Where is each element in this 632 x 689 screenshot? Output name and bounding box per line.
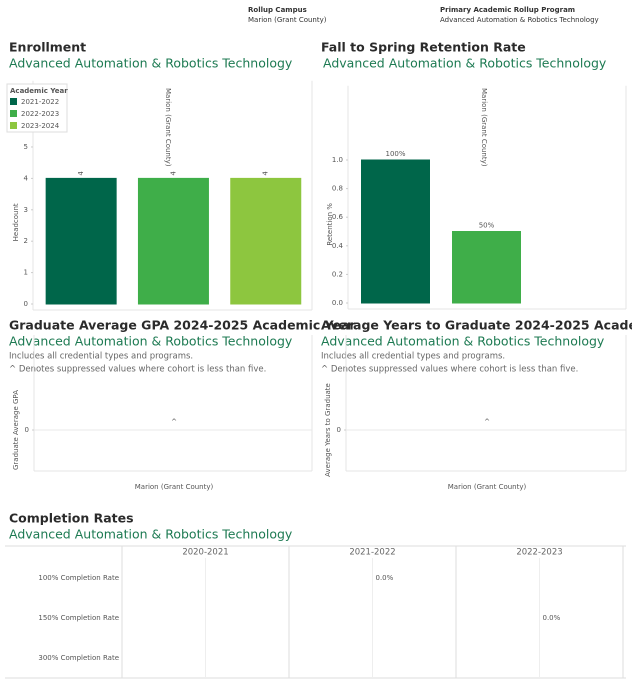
annotation: ^ [484,418,490,426]
y-tick-label: 3 [24,206,28,214]
value-label: 50% [479,222,495,230]
chart-note: Includes all credential types and progra… [9,352,193,362]
y-tick-label: 0.2 [332,270,343,278]
value-label: 4 [262,171,270,176]
value-label: 0.0% [543,614,561,622]
chart-subtitle: Advanced Automation & Robotics Technolog… [323,56,607,71]
chart-title: Enrollment [9,40,86,55]
program-label: Primary Academic Rollup Program [440,6,575,14]
annotation: ^ [171,418,177,426]
legend-swatch [10,122,17,129]
column-header: Marion (Grant County) [164,88,172,167]
legend-label: 2023-2024 [21,122,60,130]
chart-title: Completion Rates [9,511,134,526]
chart-title: Average Years to Graduate 2024-2025 Acad… [321,318,632,333]
column-header: 2021-2022 [349,548,395,558]
chart-subtitle: Advanced Automation & Robotics Technolog… [9,56,293,71]
y-tick-label: 0.0 [332,299,343,307]
y-tick-label: 5 [24,143,28,151]
bar [230,177,302,305]
y-tick-label: 0 [24,300,28,308]
chart-title: Graduate Average GPA 2024-2025 Academic … [9,318,356,333]
y-axis-label: Headcount [12,203,20,241]
x-tick-label: Marion (Grant County) [135,483,214,491]
value-label: 0.0% [376,574,394,582]
legend-swatch [10,110,17,117]
campus: Marion (Grant County) [248,16,327,24]
column-header: 2020-2021 [182,548,228,558]
y-tick-label: 1 [24,269,28,277]
value-label: 100% [385,150,405,158]
y-tick-label: 0 [25,426,29,434]
y-axis-label: Average Years to Graduate [324,383,332,477]
y-tick-label: 1.0 [332,156,343,164]
chart-note: ^ Denotes suppressed values where cohort… [321,365,578,375]
row-label: 100% Completion Rate [38,574,119,582]
legend-title: Academic Year [10,87,68,95]
row-label: 150% Completion Rate [38,614,119,622]
bar [137,177,209,305]
y-tick-label: 0.4 [332,242,344,250]
y-tick-label: 4 [24,174,29,182]
chart-title: Fall to Spring Retention Rate [321,40,526,55]
chart-note: ^ Denotes suppressed values where cohort… [9,365,266,375]
chart-subtitle: Advanced Automation & Robotics Technolog… [9,527,293,542]
y-tick-label: 0.6 [332,213,344,221]
y-tick-label: 0.8 [332,185,343,193]
y-tick-label: 0 [337,426,341,434]
legend-swatch [10,98,17,105]
y-tick-label: 2 [24,237,28,245]
bar [361,159,430,304]
legend-label: 2022-2023 [21,110,59,118]
y-axis-label: Retention % [326,203,334,246]
legend-label: 2021-2022 [21,98,59,106]
x-tick-label: Marion (Grant County) [448,483,527,491]
bar [45,177,117,305]
bar [452,231,521,304]
program: Advanced Automation & Robotics Technolog… [440,16,599,24]
value-label: 4 [77,171,85,176]
chart-subtitle: Advanced Automation & Robotics Technolog… [9,334,293,349]
column-header: 2022-2023 [516,548,562,558]
column-header: Marion (Grant County) [480,88,488,167]
value-label: 4 [169,171,177,176]
chart-note: Includes all credential types and progra… [321,352,505,362]
campus-label: Rollup Campus [248,6,307,14]
chart-subtitle: Advanced Automation & Robotics Technolog… [321,334,605,349]
y-axis-label: Graduate Average GPA [12,390,20,470]
row-label: 300% Completion Rate [38,654,119,662]
